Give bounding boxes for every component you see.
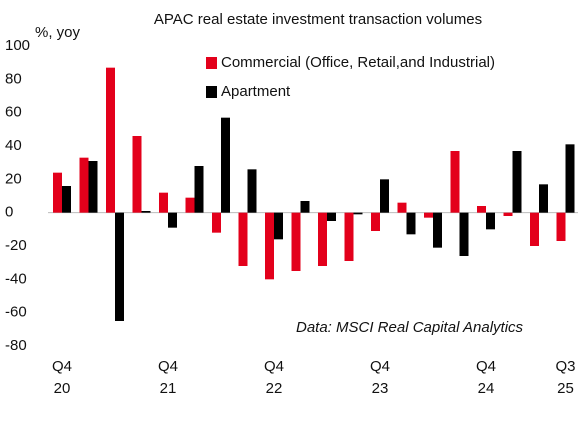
bar bbox=[327, 212, 336, 221]
y-tick-label: 20 bbox=[5, 170, 22, 187]
bar bbox=[79, 157, 89, 213]
bar bbox=[247, 169, 257, 213]
bar bbox=[106, 67, 115, 213]
legend-swatch bbox=[206, 57, 217, 69]
y-tick-label: 0 bbox=[5, 204, 13, 221]
bar bbox=[62, 186, 71, 213]
bar bbox=[565, 144, 575, 213]
bar bbox=[238, 212, 248, 266]
bar bbox=[406, 212, 416, 235]
bar bbox=[300, 201, 310, 213]
legend-label: Apartment bbox=[221, 83, 291, 100]
legend-label: Commercial (Office, Retail,and Industria… bbox=[221, 54, 495, 71]
annotation: Data: MSCI Real Capital Analytics bbox=[296, 319, 524, 336]
x-tick-label: Q4 22 bbox=[263, 358, 284, 397]
bar bbox=[291, 212, 301, 271]
bar bbox=[512, 151, 522, 213]
x-tick-label: Q3 25 bbox=[555, 358, 576, 397]
legend-swatch bbox=[206, 86, 217, 98]
bar bbox=[450, 151, 460, 213]
bar bbox=[539, 184, 548, 213]
bar bbox=[221, 117, 230, 213]
y-tick-label: -20 bbox=[5, 237, 27, 254]
bar bbox=[159, 192, 168, 213]
bar bbox=[380, 179, 389, 213]
bar bbox=[459, 212, 469, 256]
bar bbox=[274, 212, 283, 240]
y-tick-label: -80 bbox=[5, 337, 27, 354]
bar bbox=[185, 197, 195, 213]
bar bbox=[132, 136, 142, 213]
bar bbox=[53, 172, 62, 213]
bar bbox=[344, 212, 354, 261]
bar bbox=[88, 161, 98, 213]
bar bbox=[115, 212, 124, 321]
bar bbox=[503, 212, 513, 216]
y-tick-label: -60 bbox=[5, 304, 27, 321]
x-tick-label: Q4 20 bbox=[51, 358, 72, 397]
y-axis-label: %, yoy bbox=[35, 24, 81, 41]
y-tick-label: 60 bbox=[5, 104, 22, 121]
y-tick-label: -40 bbox=[5, 270, 27, 287]
bar bbox=[424, 212, 433, 218]
y-tick-label: 100 bbox=[5, 37, 30, 54]
bar bbox=[194, 166, 204, 213]
x-tick-label: Q4 24 bbox=[475, 358, 496, 397]
y-tick-label: 40 bbox=[5, 137, 22, 154]
bar bbox=[530, 212, 539, 246]
bar bbox=[212, 212, 221, 233]
x-tick-label: Q4 23 bbox=[369, 358, 390, 397]
bar bbox=[168, 212, 177, 228]
bar bbox=[397, 202, 407, 213]
bar bbox=[477, 206, 486, 213]
chart-title: APAC real estate investment transaction … bbox=[154, 11, 482, 28]
bar bbox=[265, 212, 274, 280]
bar bbox=[486, 212, 495, 230]
bar bbox=[318, 212, 327, 266]
x-tick-label: Q4 21 bbox=[157, 358, 178, 397]
bar bbox=[141, 211, 151, 213]
bar bbox=[556, 212, 566, 241]
y-tick-label: 80 bbox=[5, 70, 22, 87]
bar bbox=[371, 212, 380, 231]
bar bbox=[433, 212, 442, 248]
bar bbox=[353, 212, 363, 215]
